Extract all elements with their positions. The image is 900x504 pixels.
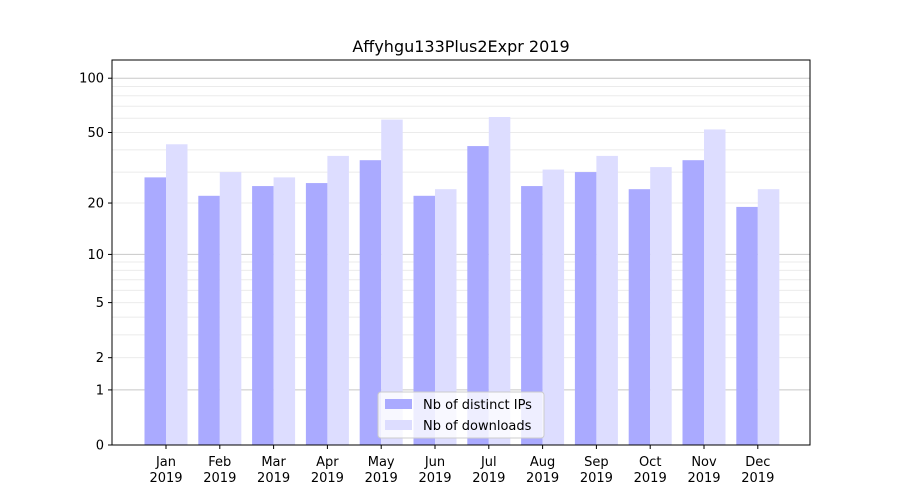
y-tick-label: 0 bbox=[96, 439, 104, 454]
bar-distinct-ips bbox=[628, 189, 651, 445]
bar-distinct-ips bbox=[144, 177, 166, 445]
x-tick-label: 2019 bbox=[149, 471, 182, 486]
x-tick-label: May bbox=[368, 455, 395, 470]
bar-downloads bbox=[219, 172, 242, 445]
x-tick-label: 2019 bbox=[634, 471, 667, 486]
x-tick-label: 2019 bbox=[741, 471, 774, 486]
y-tick-label: 20 bbox=[87, 197, 104, 212]
bar-distinct-ips bbox=[252, 186, 274, 445]
x-tick-label: 2019 bbox=[203, 471, 236, 486]
x-tick-label: Jun bbox=[424, 455, 445, 470]
x-tick-label: 2019 bbox=[526, 471, 559, 486]
y-tick-label: 5 bbox=[96, 296, 104, 311]
x-tick-label: Apr bbox=[316, 455, 339, 470]
x-tick-label: Feb bbox=[208, 455, 231, 470]
bar-downloads bbox=[596, 155, 618, 445]
x-tick-label: Nov bbox=[691, 455, 717, 470]
chart-title: Affyhgu133Plus2Expr 2019 bbox=[352, 37, 569, 56]
bar-downloads bbox=[435, 189, 457, 445]
y-tick-label: 2 bbox=[96, 351, 104, 366]
y-tick-label: 100 bbox=[79, 72, 104, 87]
y-axis: 0 1 2 5 10 20 50 100 bbox=[79, 72, 112, 454]
bar-downloads bbox=[166, 144, 188, 445]
bar-distinct-ips bbox=[413, 195, 435, 445]
x-axis: Jan2019Feb2019Mar2019Apr2019May2019Jun20… bbox=[149, 445, 774, 486]
bar-downloads bbox=[704, 129, 726, 445]
bar-distinct-ips bbox=[736, 206, 758, 445]
bar-distinct-ips bbox=[359, 160, 382, 445]
legend-label-downloads: Nb of downloads bbox=[423, 419, 532, 434]
x-tick-label: Jan bbox=[155, 455, 176, 470]
x-tick-label: 2019 bbox=[687, 471, 720, 486]
x-tick-label: 2019 bbox=[365, 471, 398, 486]
legend-swatch-ips bbox=[385, 399, 412, 409]
y-tick-label: 50 bbox=[87, 126, 104, 141]
x-tick-label: Oct bbox=[639, 455, 661, 470]
legend-swatch-downloads bbox=[385, 420, 412, 430]
x-tick-label: Mar bbox=[261, 455, 286, 470]
x-tick-label: Aug bbox=[530, 455, 555, 470]
bar-distinct-ips bbox=[521, 186, 543, 445]
x-tick-label: Dec bbox=[745, 455, 770, 470]
legend: Nb of distinct IPs Nb of downloads bbox=[377, 391, 545, 439]
bar-distinct-ips bbox=[198, 195, 220, 445]
y-tick-label: 1 bbox=[96, 383, 104, 398]
y-tick-label: 10 bbox=[87, 248, 104, 263]
x-tick-label: 2019 bbox=[257, 471, 290, 486]
x-tick-label: 2019 bbox=[580, 471, 613, 486]
x-tick-label: Sep bbox=[584, 455, 609, 470]
bar-downloads bbox=[381, 119, 403, 445]
bar-downloads bbox=[327, 155, 349, 445]
bar-downloads bbox=[542, 169, 565, 445]
bar-distinct-ips bbox=[467, 146, 489, 446]
x-tick-label: 2019 bbox=[311, 471, 344, 486]
bar-downloads bbox=[273, 177, 296, 445]
plot-frame bbox=[111, 59, 811, 446]
bar-distinct-ips bbox=[682, 160, 704, 445]
x-tick-label: 2019 bbox=[472, 471, 505, 486]
x-tick-label: 2019 bbox=[418, 471, 451, 486]
bar-downloads bbox=[757, 189, 780, 445]
bar-downloads bbox=[650, 167, 672, 446]
bar-distinct-ips bbox=[305, 183, 328, 445]
bar-distinct-ips bbox=[574, 172, 597, 445]
bars bbox=[144, 116, 780, 446]
legend-label-ips: Nb of distinct IPs bbox=[423, 398, 532, 413]
bar-downloads bbox=[488, 116, 511, 446]
x-tick-label: Jul bbox=[480, 455, 497, 470]
